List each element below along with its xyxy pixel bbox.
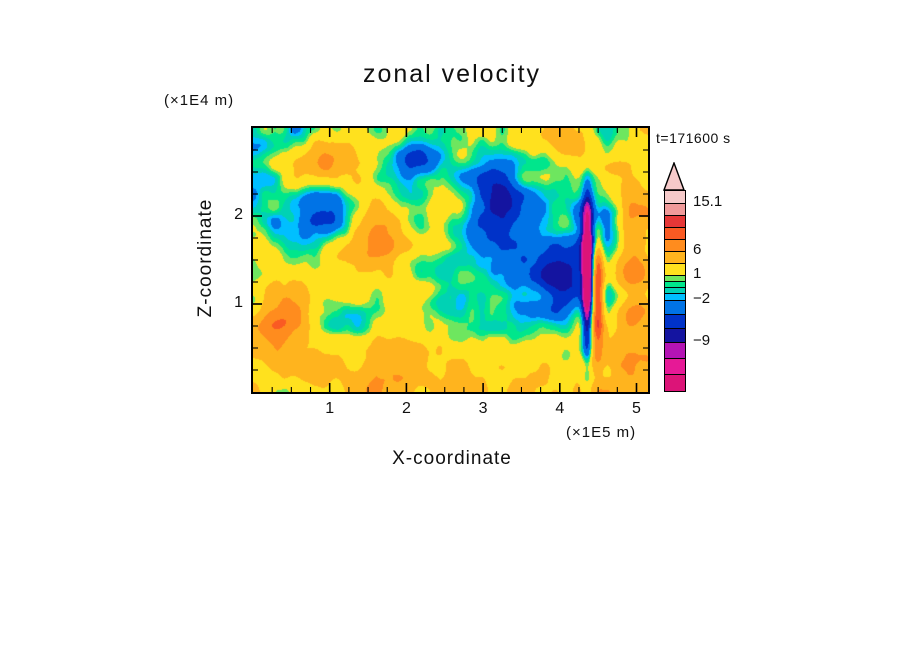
colorbar-label: 1 — [693, 265, 702, 282]
colorbar-segment — [665, 374, 685, 391]
colorbar-label: 15.1 — [693, 193, 723, 210]
colorbar-segment — [665, 263, 685, 275]
plot-frame — [251, 126, 650, 394]
colorbar-segment — [665, 342, 685, 358]
y-axis-label: Z-coordinate — [195, 198, 216, 318]
colorbar-segment — [665, 275, 685, 281]
colorbar-segment — [665, 293, 685, 300]
x-tick-label: 1 — [325, 400, 335, 417]
colorbar-segment — [665, 314, 685, 328]
y-axis-unit: (×1E4 m) — [164, 92, 235, 109]
time-label: t=171600 s — [656, 130, 731, 146]
x-tick-label: 2 — [401, 400, 411, 417]
plot-title: zonal velocity — [362, 60, 542, 88]
colorbar-segment — [665, 300, 685, 314]
tick-overlay — [253, 128, 648, 392]
colorbar-segment — [665, 358, 685, 374]
colorbar-segment — [665, 239, 685, 251]
colorbar-label: −2 — [693, 290, 711, 307]
heatmap-canvas — [253, 128, 648, 392]
x-tick-label: 3 — [478, 400, 488, 417]
y-tick-label: 2 — [234, 206, 243, 223]
colorbar — [664, 190, 686, 392]
colorbar-segment — [665, 287, 685, 293]
colorbar-segment — [665, 251, 685, 263]
colorbar-segment — [665, 215, 685, 227]
colorbar-segment — [665, 203, 685, 215]
x-axis-label: X-coordinate — [392, 448, 512, 469]
y-tick-label: 1 — [234, 294, 243, 311]
colorbar-segment — [665, 328, 685, 342]
colorbar-segment — [665, 191, 685, 203]
colorbar-segment — [665, 227, 685, 239]
x-tick-label: 5 — [632, 400, 641, 417]
x-axis-unit: (×1E5 m) — [566, 424, 637, 441]
colorbar-label: −9 — [693, 332, 711, 349]
x-tick-label: 4 — [555, 400, 565, 417]
colorbar-label: 6 — [693, 241, 702, 258]
colorbar-segment — [665, 281, 685, 287]
colorbar-arrow-icon — [663, 162, 685, 191]
